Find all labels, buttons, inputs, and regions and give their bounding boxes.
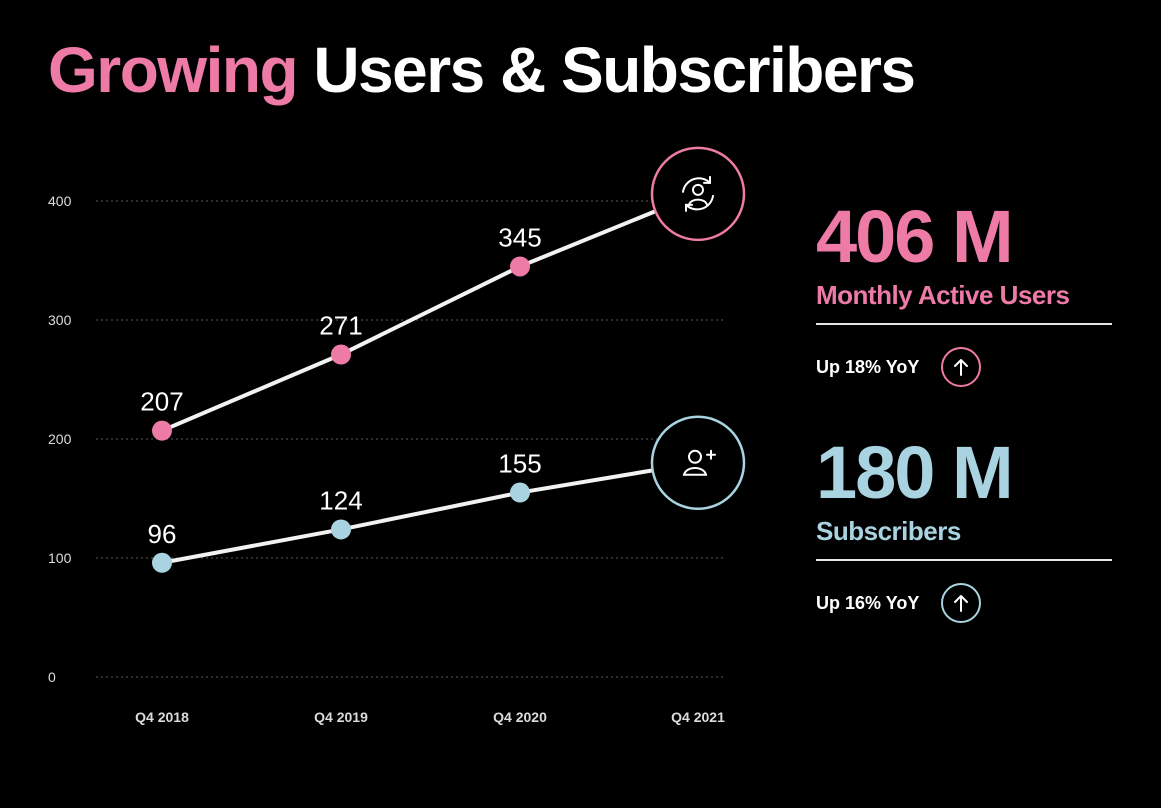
stat-label: Monthly Active Users [816,280,1070,310]
data-point [510,256,530,277]
series-line [160,209,658,433]
data-point [331,519,351,540]
data-point [152,552,172,573]
arrow-up-icon [941,347,982,387]
series-line [160,468,655,565]
user-refresh-icon [682,175,714,212]
title-rest: Users & Subscribers [313,34,916,106]
user-add-icon [682,449,716,476]
stat-value: 406 M [816,195,1014,278]
data-label: 271 [319,311,362,341]
data-point [152,420,172,441]
data-label: 155 [498,449,541,479]
title-highlight: Growing [48,34,299,106]
data-label: 345 [498,222,541,252]
x-tick-label: Q4 2021 [671,709,725,725]
yoy-row: Up 18% YoY [816,347,1114,387]
divider [816,323,1112,325]
page-title: Growing Users & Subscribers [48,32,916,109]
yoy-text: Up 16% YoY [816,592,920,613]
stat-label: Subscribers [816,516,961,546]
y-tick-label: 100 [48,550,72,566]
y-tick-label: 400 [48,193,72,209]
x-tick-label: Q4 2018 [135,709,189,725]
data-point [331,344,351,365]
data-label: 124 [319,485,362,515]
x-tick-label: Q4 2020 [493,709,547,725]
stat-subscribers: 180 M Subscribers Up 16% YoY [816,436,1114,623]
arrow-up-icon [941,583,982,623]
data-label: 207 [140,387,183,417]
data-label: 96 [148,519,177,549]
divider [816,559,1112,561]
yoy-text: Up 18% YoY [816,356,920,377]
stat-value: 180 M [816,431,1014,514]
yoy-row: Up 16% YoY [816,583,1114,623]
y-tick-label: 300 [48,312,72,328]
x-tick-label: Q4 2019 [314,709,368,725]
data-point [510,482,530,503]
y-tick-label: 0 [48,669,56,685]
y-tick-label: 200 [48,431,72,447]
stat-monthly-active-users: 406 M Monthly Active Users Up 18% YoY [816,200,1114,387]
